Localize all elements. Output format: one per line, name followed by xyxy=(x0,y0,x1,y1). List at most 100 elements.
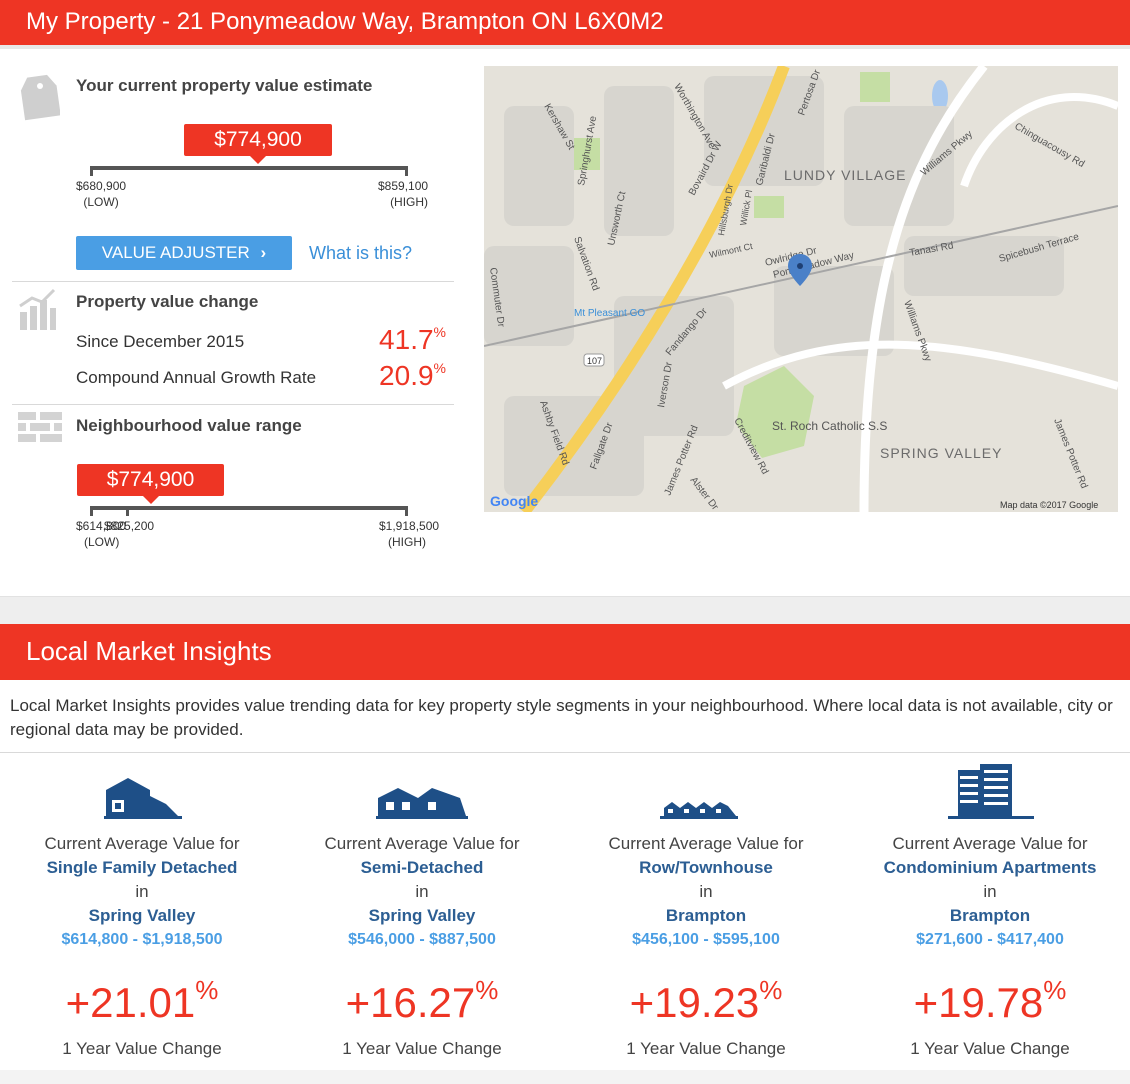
insight-range: $456,100 - $595,100 xyxy=(632,931,780,948)
property-map[interactable]: LUNDY VILLAGE SPRING VALLEY Bovaird Dr W… xyxy=(484,66,1118,512)
change-row-label: Compound Annual Growth Rate xyxy=(76,368,317,387)
highway xyxy=(519,66,790,512)
semi-detached-icon xyxy=(280,760,564,822)
insight-segment: Semi-Detached xyxy=(360,858,484,877)
city-blocks xyxy=(484,76,1064,496)
what-is-this-link[interactable]: What is this? xyxy=(309,243,413,263)
insight-range: $271,600 - $417,400 xyxy=(916,931,1064,948)
insight-area: Spring Valley xyxy=(368,906,476,925)
range-tick-mid xyxy=(126,506,129,516)
property-header: My Property - 21 Ponymeadow Way, Brampto… xyxy=(0,0,1130,45)
change-row-value: 20.9% xyxy=(379,360,446,392)
insight-line1: Current Average Value for xyxy=(608,834,804,853)
insight-percent: +19.23% xyxy=(564,966,848,1027)
divider xyxy=(12,404,454,405)
map-label-lundy: LUNDY VILLAGE xyxy=(784,167,906,183)
percent-unit: % xyxy=(433,324,446,340)
price-tag-icon xyxy=(20,72,61,122)
neighbourhood-value-bubble: $774,900 xyxy=(77,464,224,504)
insight-card-townhouse: Current Average Value for Row/Townhouse … xyxy=(564,760,848,1059)
estimate-low-value: $680,900 xyxy=(76,179,127,193)
map-label-wilmont: Wilmont Ct xyxy=(708,241,754,260)
range-tick-high xyxy=(405,506,408,516)
insight-in: in xyxy=(699,882,713,901)
map-label-alster: Alster Dr xyxy=(688,475,721,512)
insight-area: Spring Valley xyxy=(88,906,196,925)
insight-change-label: 1 Year Value Change xyxy=(342,1039,502,1058)
insight-percent-value: +16.27 xyxy=(345,979,476,1026)
insight-line1: Current Average Value for xyxy=(44,834,240,853)
google-logo: Google xyxy=(490,493,538,509)
map-label-salvation: Salvation Rd xyxy=(571,235,601,292)
footer-band xyxy=(0,1070,1130,1084)
insight-segment: Row/Townhouse xyxy=(639,858,773,877)
map-attribution: Map data ©2017 Google xyxy=(1000,500,1098,510)
major-road xyxy=(960,93,1118,188)
insight-percent: +19.78% xyxy=(848,966,1130,1027)
chevron-right-icon: › xyxy=(260,243,267,262)
estimate-low-label: (LOW) xyxy=(83,195,119,209)
insights-header: Local Market Insights xyxy=(0,624,1130,680)
insights-intro: Local Market Insights provides value tre… xyxy=(10,696,1113,739)
map-label-jamespotter2: James Potter Rd xyxy=(1051,417,1089,490)
change-title: Property value change xyxy=(76,292,259,311)
divider xyxy=(0,752,1130,753)
insight-segment: Single Family Detached xyxy=(46,858,238,877)
neighbourhood-low-value: $614,800 xyxy=(76,519,127,533)
park-area xyxy=(860,72,890,102)
map-label-spring: SPRING VALLEY xyxy=(880,445,1002,461)
route-shield xyxy=(583,353,605,367)
value-adjuster-button[interactable]: VALUE ADJUSTER › xyxy=(76,236,292,270)
map-label-willick: Willick Pl xyxy=(738,189,754,226)
detached-house-icon xyxy=(0,760,284,822)
header-shadow xyxy=(0,45,1130,49)
map-label-chinguacousy: Chinguacousy Rd xyxy=(1013,121,1087,170)
insight-segment: Condominium Apartments xyxy=(883,858,1097,877)
neighbourhood-title: Neighbourhood value range xyxy=(76,416,302,435)
divider xyxy=(12,281,454,282)
percent-unit: % xyxy=(759,975,783,1005)
insight-change-label: 1 Year Value Change xyxy=(910,1039,1070,1058)
insight-line1: Current Average Value for xyxy=(892,834,1088,853)
map-label-williams2: Williams Pkwy xyxy=(901,299,933,363)
insight-percent: +21.01% xyxy=(0,966,284,1027)
change-row-value: 41.7% xyxy=(379,324,446,356)
insight-card-detached: Current Average Value for Single Family … xyxy=(0,760,284,1059)
estimate-range-track xyxy=(90,166,408,170)
brick-wall-icon xyxy=(18,412,62,442)
map-pin-icon[interactable] xyxy=(788,254,812,286)
percent-unit: % xyxy=(433,360,446,376)
percent-unit: % xyxy=(475,975,499,1005)
insight-change-label: 1 Year Value Change xyxy=(62,1039,222,1058)
park-area xyxy=(736,366,814,458)
insight-percent-value: +21.01 xyxy=(65,979,196,1026)
percent-unit: % xyxy=(195,975,219,1005)
range-tick-high xyxy=(405,166,408,176)
neighbourhood-range-track xyxy=(90,506,408,510)
change-row-label: Since December 2015 xyxy=(76,332,245,351)
park-area xyxy=(574,138,600,170)
major-road xyxy=(859,66,988,512)
neighbourhood-low-label: (LOW) xyxy=(84,535,120,549)
insight-in: in xyxy=(415,882,429,901)
major-road xyxy=(722,340,1118,390)
park-area xyxy=(754,196,784,218)
insight-range: $614,800 - $1,918,500 xyxy=(61,931,223,948)
range-tick-low xyxy=(90,506,93,516)
percent-unit: % xyxy=(1043,975,1067,1005)
insight-area: Brampton xyxy=(665,906,747,925)
insight-in: in xyxy=(135,882,149,901)
insight-percent: +16.27% xyxy=(280,966,564,1027)
insight-percent-value: +19.78 xyxy=(913,979,1044,1026)
insight-percent-value: +19.23 xyxy=(629,979,760,1026)
insight-change-label: 1 Year Value Change xyxy=(626,1039,786,1058)
condo-building-icon xyxy=(848,760,1130,822)
page-title: My Property - 21 Ponymeadow Way, Brampto… xyxy=(26,8,664,35)
section-separator xyxy=(0,596,1130,624)
estimate-value-bubble: $774,900 xyxy=(184,124,332,164)
map-label-stroch: St. Roch Catholic S.S xyxy=(772,419,887,433)
estimate-high-label: (HIGH) xyxy=(390,195,429,209)
insight-card-condo: Current Average Value for Condominium Ap… xyxy=(848,760,1130,1059)
pond xyxy=(932,80,948,112)
value-adjuster-label: VALUE ADJUSTER xyxy=(101,243,250,262)
